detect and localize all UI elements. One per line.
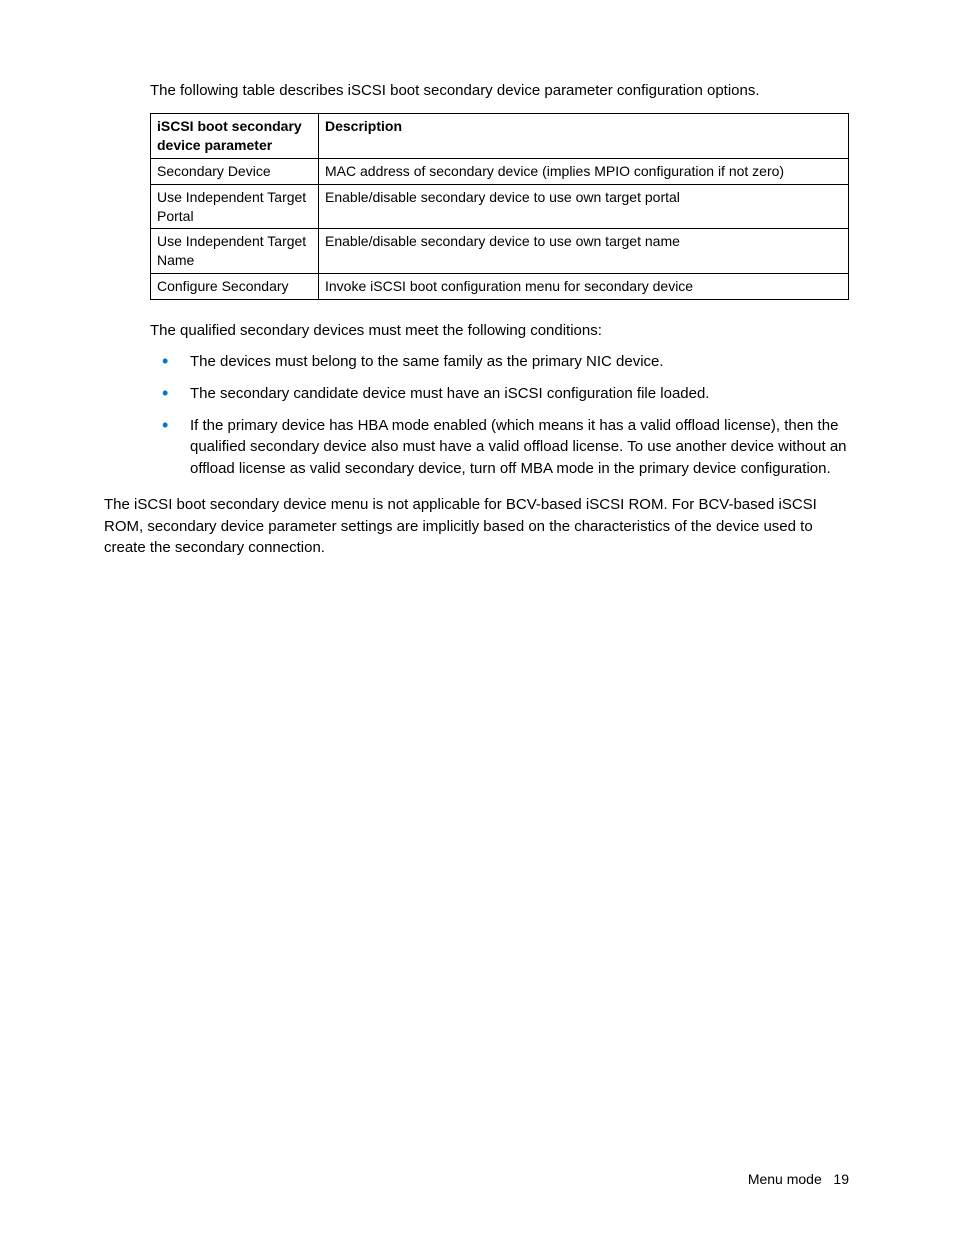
page-footer: Menu mode 19 [748, 1171, 849, 1187]
params-table: iSCSI boot secondary device parameter De… [150, 113, 849, 300]
list-item: The secondary candidate device must have… [150, 383, 849, 405]
table-cell-desc: Enable/disable secondary device to use o… [319, 184, 849, 229]
document-page: The following table describes iSCSI boot… [0, 0, 954, 1235]
list-item: If the primary device has HBA mode enabl… [150, 415, 849, 480]
footer-page-number: 19 [833, 1171, 849, 1187]
table-cell-desc: MAC address of secondary device (implies… [319, 158, 849, 184]
conditions-list: The devices must belong to the same fami… [150, 351, 849, 480]
table-cell-param: Use Independent Target Name [151, 229, 319, 274]
conditions-intro: The qualified secondary devices must mee… [150, 320, 849, 341]
table-header-param: iSCSI boot secondary device parameter [151, 114, 319, 159]
table-cell-param: Secondary Device [151, 158, 319, 184]
table-row: Secondary Device MAC address of secondar… [151, 158, 849, 184]
footer-label: Menu mode [748, 1171, 822, 1187]
table-header-row: iSCSI boot secondary device parameter De… [151, 114, 849, 159]
table-row: Use Independent Target Name Enable/disab… [151, 229, 849, 274]
table-cell-param: Use Independent Target Portal [151, 184, 319, 229]
table-header-desc: Description [319, 114, 849, 159]
list-item: The devices must belong to the same fami… [150, 351, 849, 373]
table-row: Configure Secondary Invoke iSCSI boot co… [151, 274, 849, 300]
table-cell-desc: Invoke iSCSI boot configuration menu for… [319, 274, 849, 300]
intro-paragraph: The following table describes iSCSI boot… [150, 80, 849, 101]
table-row: Use Independent Target Portal Enable/dis… [151, 184, 849, 229]
closing-paragraph: The iSCSI boot secondary device menu is … [104, 494, 849, 559]
table-cell-desc: Enable/disable secondary device to use o… [319, 229, 849, 274]
table-cell-param: Configure Secondary [151, 274, 319, 300]
